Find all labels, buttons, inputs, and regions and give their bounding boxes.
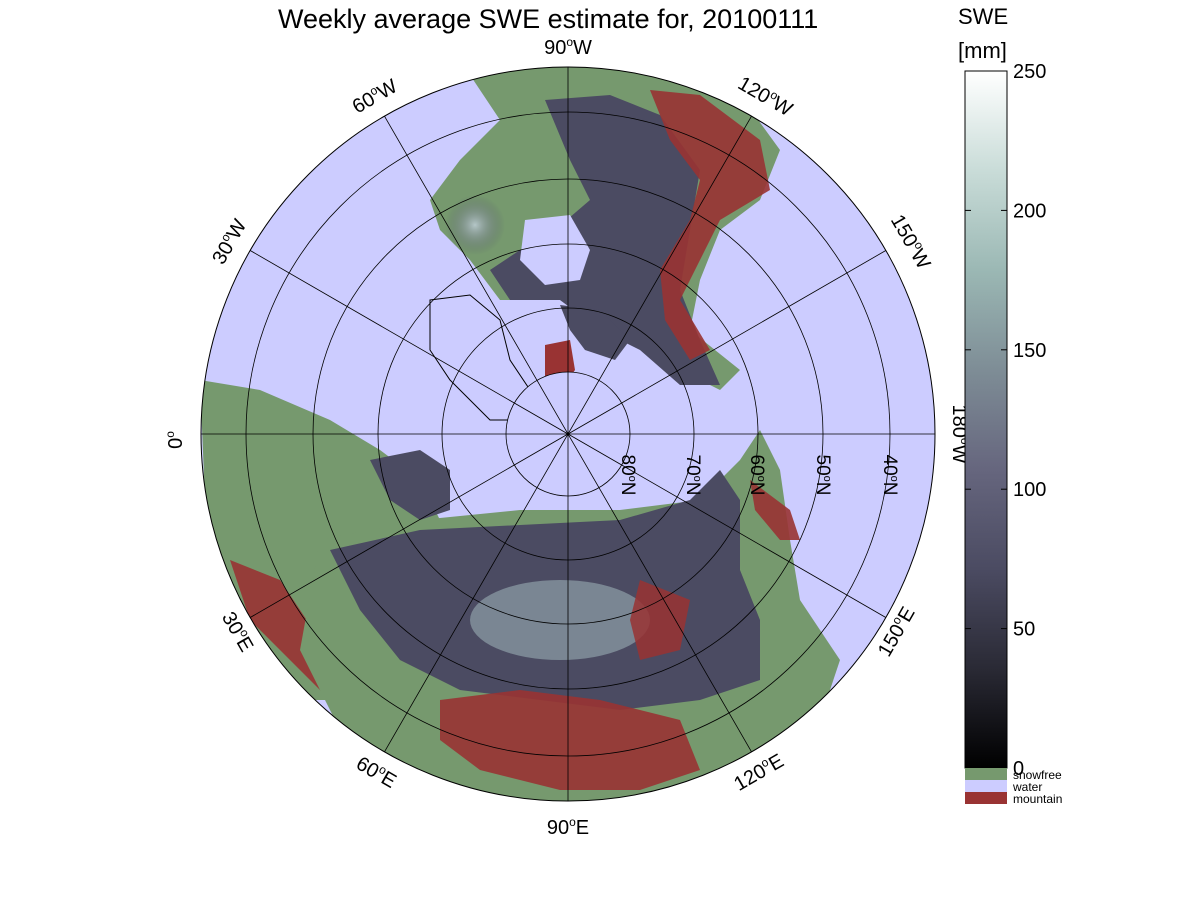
rockies-mountain — [650, 90, 770, 360]
kamchatka-mountains — [750, 480, 800, 540]
colorbar-tick-label: 250 — [1013, 61, 1046, 83]
chart-title: Weekly average SWE estimate for, 2010011… — [278, 4, 819, 34]
colorbar-gradient — [964, 70, 1008, 769]
colorbar-tick-label: 100 — [1013, 479, 1046, 501]
east-siberia-mountains — [630, 580, 690, 660]
lat-label: 70oN — [682, 455, 703, 496]
colorbar-title: SWE — [958, 4, 1009, 29]
arctic-islands — [560, 305, 630, 360]
north-america-snowpack — [490, 95, 720, 385]
category-label-water: water — [1012, 780, 1042, 794]
lon-label: 0o — [163, 431, 187, 449]
hudson-glow — [445, 195, 505, 255]
lon-label: 90oE — [547, 815, 589, 839]
colorbar-tick-label: 150 — [1013, 340, 1046, 362]
siberia-deep-snow — [470, 580, 650, 660]
colorbar-unit: [mm] — [958, 38, 1007, 63]
colorbar-tick-label: 50 — [1013, 619, 1035, 641]
lon-label: 90oW — [544, 35, 592, 59]
lat-label: 60oN — [746, 455, 767, 496]
colorbar-tick-label: 0 — [1013, 758, 1024, 780]
lon-label: 150oE — [872, 602, 919, 660]
lat-label: 40oN — [879, 455, 900, 496]
graticule — [200, 66, 936, 802]
category-swatch-mountain — [965, 792, 1007, 804]
asia-mountains — [440, 690, 700, 790]
lat-label: 80oN — [617, 455, 638, 496]
category-swatch-water — [965, 780, 1007, 792]
hudson-bay — [520, 215, 590, 285]
lat-label: 50oN — [812, 455, 833, 496]
category-swatch-snowfree — [965, 768, 1007, 780]
colorbar-tick-label: 200 — [1013, 200, 1046, 222]
category-label-mountain: mountain — [1013, 792, 1062, 806]
category-label-snowfree: snowfree — [1013, 768, 1062, 782]
latitude-labels: 80oN 70oN 60oN 50oN 40oN — [617, 455, 900, 496]
scandinavia-snowpack — [370, 450, 450, 520]
